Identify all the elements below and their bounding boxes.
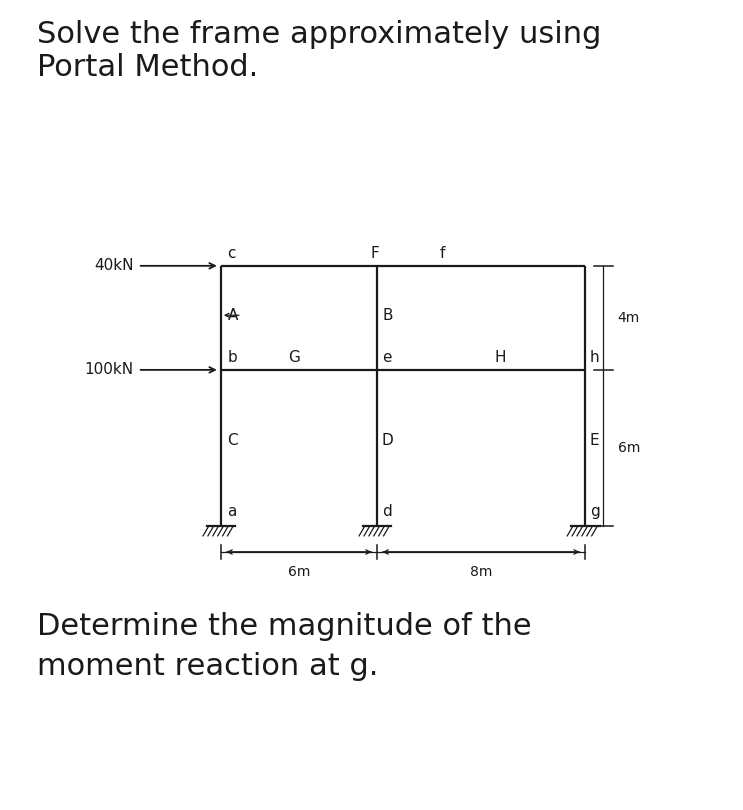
Text: 40kN: 40kN <box>94 258 134 273</box>
Text: b: b <box>227 350 237 364</box>
Text: E: E <box>590 433 600 448</box>
Text: c: c <box>227 245 236 261</box>
Text: Determine the magnitude of the: Determine the magnitude of the <box>37 612 532 641</box>
Text: C: C <box>227 433 238 448</box>
Text: d: d <box>382 505 392 519</box>
Text: F: F <box>370 245 379 261</box>
Text: Solve the frame approximately using: Solve the frame approximately using <box>37 20 602 49</box>
Text: g: g <box>590 505 600 519</box>
Text: 8m: 8m <box>470 565 493 579</box>
Text: Portal Method.: Portal Method. <box>37 53 259 82</box>
Text: A: A <box>227 308 238 322</box>
Text: 100kN: 100kN <box>85 362 134 377</box>
Text: H: H <box>494 350 506 364</box>
Text: B: B <box>383 308 393 322</box>
Text: D: D <box>382 433 393 448</box>
Text: a: a <box>227 505 237 519</box>
Text: moment reaction at g.: moment reaction at g. <box>37 652 378 681</box>
Text: f: f <box>440 245 445 261</box>
Text: h: h <box>590 350 600 364</box>
Text: e: e <box>382 350 391 364</box>
Text: G: G <box>288 350 299 364</box>
Text: 6m: 6m <box>288 565 311 579</box>
Text: 6m: 6m <box>617 441 640 455</box>
Text: 4m: 4m <box>617 311 640 325</box>
